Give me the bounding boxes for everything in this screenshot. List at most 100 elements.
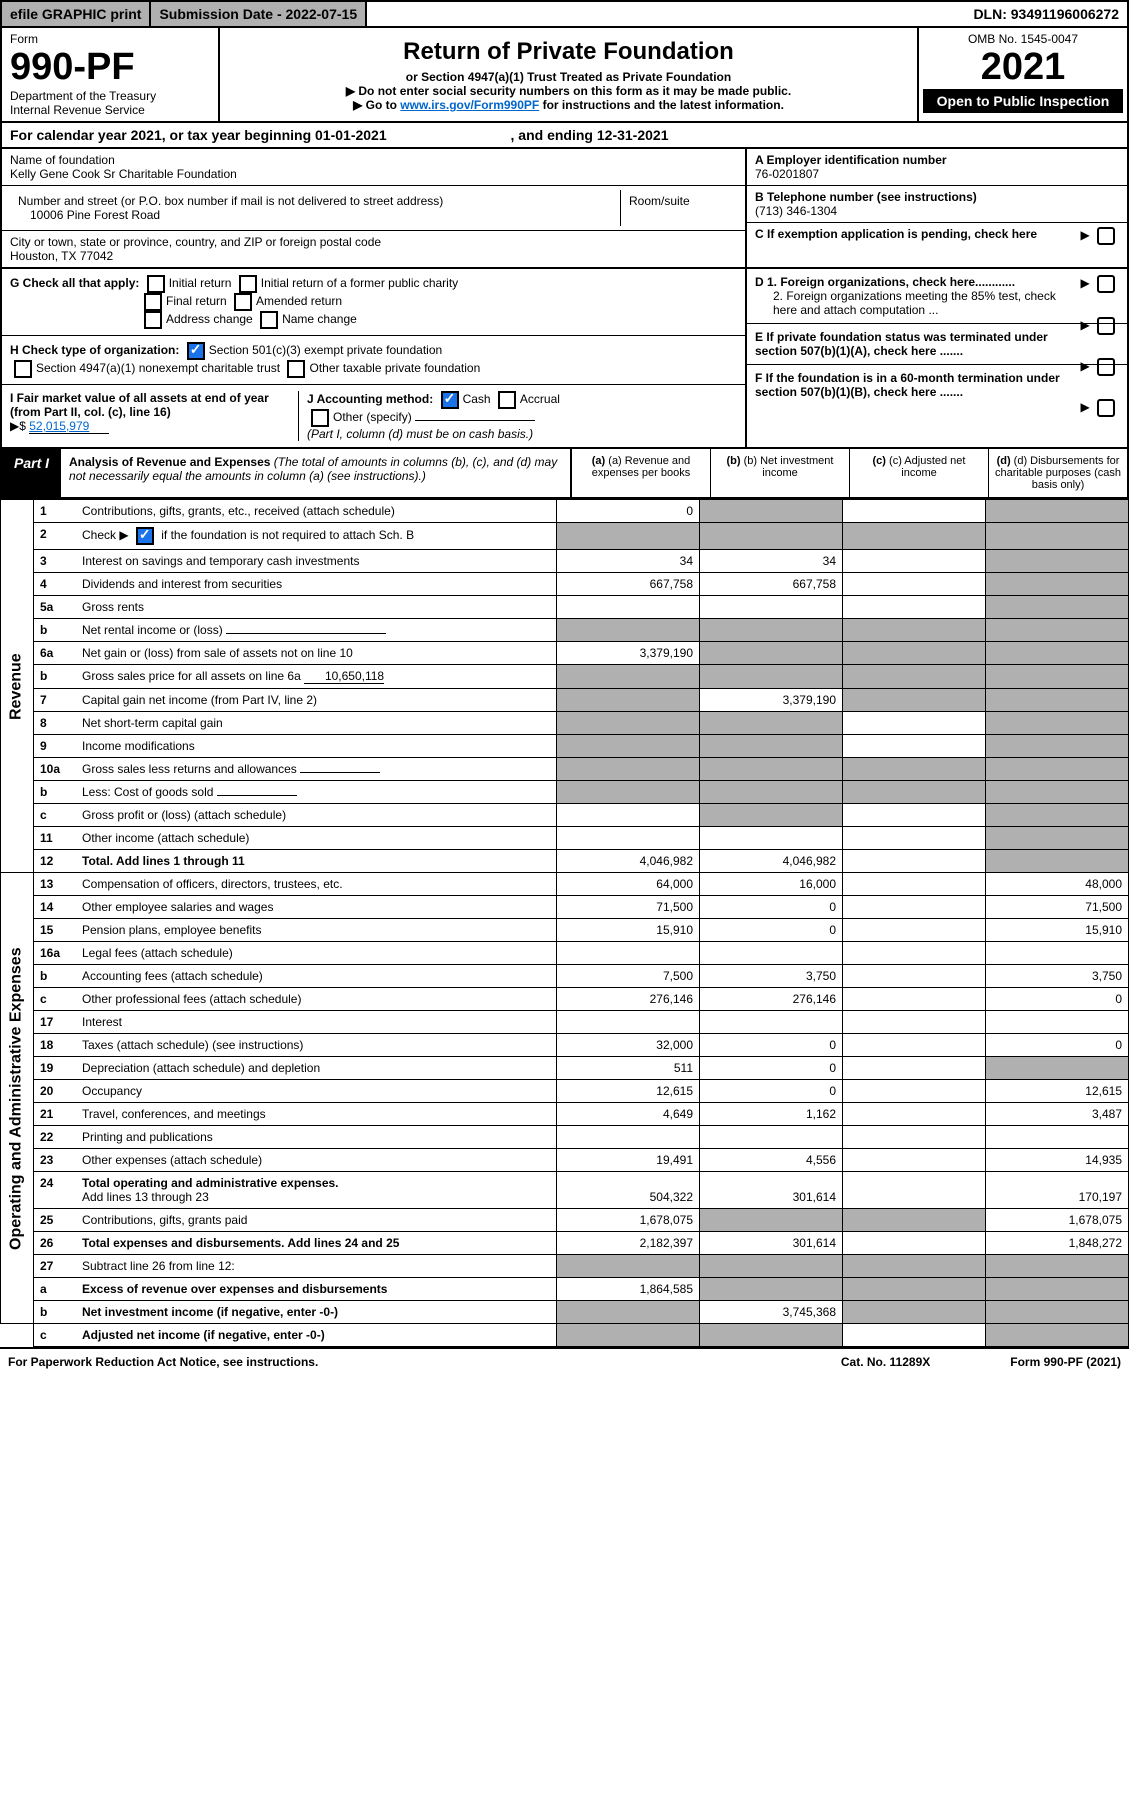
other-taxable-checkbox[interactable]: [287, 360, 305, 378]
col-c-header: (c) (c) Adjusted net income: [850, 449, 989, 497]
table-row: 12Total. Add lines 1 through 11 4,046,98…: [1, 850, 1129, 873]
section-h: H Check type of organization: Section 50…: [2, 336, 745, 385]
table-row: 19Depreciation (attach schedule) and dep…: [1, 1057, 1129, 1080]
table-row: cGross profit or (loss) (attach schedule…: [1, 804, 1129, 827]
table-row: 2 Check ▶ if the foundation is not requi…: [1, 523, 1129, 550]
section-e: E If private foundation status was termi…: [747, 324, 1127, 365]
foundation-info: Name of foundation Kelly Gene Cook Sr Ch…: [0, 149, 1129, 269]
schb-checkbox[interactable]: [136, 527, 154, 545]
form-number-footer: Form 990-PF (2021): [1010, 1355, 1121, 1369]
col-b-header: (b) (b) Net investment income: [711, 449, 850, 497]
section-i-j: I Fair market value of all assets at end…: [2, 385, 745, 447]
paperwork-notice: For Paperwork Reduction Act Notice, see …: [8, 1355, 318, 1369]
table-row: 4Dividends and interest from securities …: [1, 573, 1129, 596]
ein-cell: A Employer identification number 76-0201…: [747, 149, 1127, 186]
cash-checkbox[interactable]: [441, 391, 459, 409]
section-g: G Check all that apply: Initial return I…: [2, 269, 745, 336]
table-row: bNet investment income (if negative, ent…: [1, 1301, 1129, 1324]
part1-label: Part I: [2, 449, 61, 497]
part1-table: Revenue 1Contributions, gifts, grants, e…: [0, 499, 1129, 1347]
form-subtitle: or Section 4947(a)(1) Trust Treated as P…: [226, 70, 911, 84]
table-row: 15Pension plans, employee benefits 15,91…: [1, 919, 1129, 942]
table-row: 16aLegal fees (attach schedule): [1, 942, 1129, 965]
top-bar: efile GRAPHIC print Submission Date - 20…: [0, 0, 1129, 28]
calendar-year-row: For calendar year 2021, or tax year begi…: [0, 123, 1129, 149]
table-row: 21Travel, conferences, and meetings 4,64…: [1, 1103, 1129, 1126]
tax-year: 2021: [923, 46, 1123, 89]
table-row: Revenue 1Contributions, gifts, grants, e…: [1, 500, 1129, 523]
fmv-link[interactable]: 52,015,979: [29, 419, 109, 434]
table-row: 27Subtract line 26 from line 12:: [1, 1255, 1129, 1278]
501c3-checkbox[interactable]: [187, 342, 205, 360]
table-row: cOther professional fees (attach schedul…: [1, 988, 1129, 1011]
table-row: cAdjusted net income (if negative, enter…: [1, 1324, 1129, 1347]
header-right: OMB No. 1545-0047 2021 Open to Public In…: [919, 28, 1127, 121]
table-row: 23Other expenses (attach schedule) 19,49…: [1, 1149, 1129, 1172]
open-public-badge: Open to Public Inspection: [923, 89, 1123, 113]
table-row: bGross sales price for all assets on lin…: [1, 665, 1129, 689]
table-row: bLess: Cost of goods sold: [1, 781, 1129, 804]
initial-return-checkbox[interactable]: [147, 275, 165, 293]
form-note2: ▶ Go to www.irs.gov/Form990PF for instru…: [226, 98, 911, 112]
table-row: 14Other employee salaries and wages 71,5…: [1, 896, 1129, 919]
address-cell: Number and street (or P.O. box number if…: [2, 186, 745, 231]
cat-number: Cat. No. 11289X: [841, 1355, 930, 1369]
header-left: Form 990-PF Department of the Treasury I…: [2, 28, 220, 121]
section-d: D 1. Foreign organizations, check here..…: [747, 269, 1127, 324]
phone-cell: B Telephone number (see instructions) (7…: [747, 186, 1127, 223]
page-footer: For Paperwork Reduction Act Notice, see …: [0, 1347, 1129, 1375]
submission-date-label: Submission Date - 2022-07-15: [151, 2, 367, 26]
table-row: 18Taxes (attach schedule) (see instructi…: [1, 1034, 1129, 1057]
table-row: 25Contributions, gifts, grants paid 1,67…: [1, 1209, 1129, 1232]
table-row: 10aGross sales less returns and allowanc…: [1, 758, 1129, 781]
form990pf-link[interactable]: www.irs.gov/Form990PF: [400, 98, 539, 112]
table-row: 3Interest on savings and temporary cash …: [1, 550, 1129, 573]
table-row: bNet rental income or (loss): [1, 619, 1129, 642]
amended-return-checkbox[interactable]: [234, 293, 252, 311]
table-row: 6aNet gain or (loss) from sale of assets…: [1, 642, 1129, 665]
efile-print-button[interactable]: efile GRAPHIC print: [2, 2, 151, 26]
accrual-checkbox[interactable]: [498, 391, 516, 409]
initial-former-checkbox[interactable]: [239, 275, 257, 293]
60month-checkbox[interactable]: [1097, 399, 1115, 417]
exemption-pending-cell: C If exemption application is pending, c…: [747, 223, 1127, 245]
table-row: 5aGross rents: [1, 596, 1129, 619]
dln: DLN: 93491196006272: [965, 2, 1127, 26]
dept-treasury: Department of the Treasury: [10, 89, 210, 103]
terminated-checkbox[interactable]: [1097, 358, 1115, 376]
address-change-checkbox[interactable]: [144, 311, 162, 329]
4947a1-checkbox[interactable]: [14, 360, 32, 378]
final-return-checkbox[interactable]: [144, 293, 162, 311]
table-row: aExcess of revenue over expenses and dis…: [1, 1278, 1129, 1301]
form-number: 990-PF: [10, 46, 210, 89]
foreign-85-checkbox[interactable]: [1097, 317, 1115, 335]
table-row: 7Capital gain net income (from Part IV, …: [1, 689, 1129, 712]
irs-label: Internal Revenue Service: [10, 103, 210, 117]
revenue-side-label: Revenue: [1, 500, 34, 873]
other-method-checkbox[interactable]: [311, 409, 329, 427]
table-row: 20Occupancy 12,615012,615: [1, 1080, 1129, 1103]
city-cell: City or town, state or province, country…: [2, 231, 745, 267]
table-row: bAccounting fees (attach schedule) 7,500…: [1, 965, 1129, 988]
form-note1: ▶ Do not enter social security numbers o…: [226, 84, 911, 98]
table-row: 26Total expenses and disbursements. Add …: [1, 1232, 1129, 1255]
omb-number: OMB No. 1545-0047: [923, 32, 1123, 46]
part1-header: Part I Analysis of Revenue and Expenses …: [0, 449, 1129, 499]
form-header: Form 990-PF Department of the Treasury I…: [0, 28, 1129, 123]
col-a-header: (a) (a) Revenue and expenses per books: [572, 449, 711, 497]
part1-desc: Analysis of Revenue and Expenses (The to…: [61, 449, 571, 497]
table-row: 9Income modifications: [1, 735, 1129, 758]
foreign-org-checkbox[interactable]: [1097, 275, 1115, 293]
check-sections: G Check all that apply: Initial return I…: [0, 269, 1129, 449]
name-change-checkbox[interactable]: [260, 311, 278, 329]
foundation-name-cell: Name of foundation Kelly Gene Cook Sr Ch…: [2, 149, 745, 186]
table-row: 22Printing and publications: [1, 1126, 1129, 1149]
table-row: 24Total operating and administrative exp…: [1, 1172, 1129, 1209]
form-title: Return of Private Foundation: [226, 38, 911, 66]
table-row: 17Interest: [1, 1011, 1129, 1034]
table-row: 11Other income (attach schedule): [1, 827, 1129, 850]
table-row: Operating and Administrative Expenses 13…: [1, 873, 1129, 896]
form-label: Form: [10, 32, 210, 46]
header-center: Return of Private Foundation or Section …: [220, 28, 919, 121]
exemption-checkbox[interactable]: [1097, 227, 1115, 245]
